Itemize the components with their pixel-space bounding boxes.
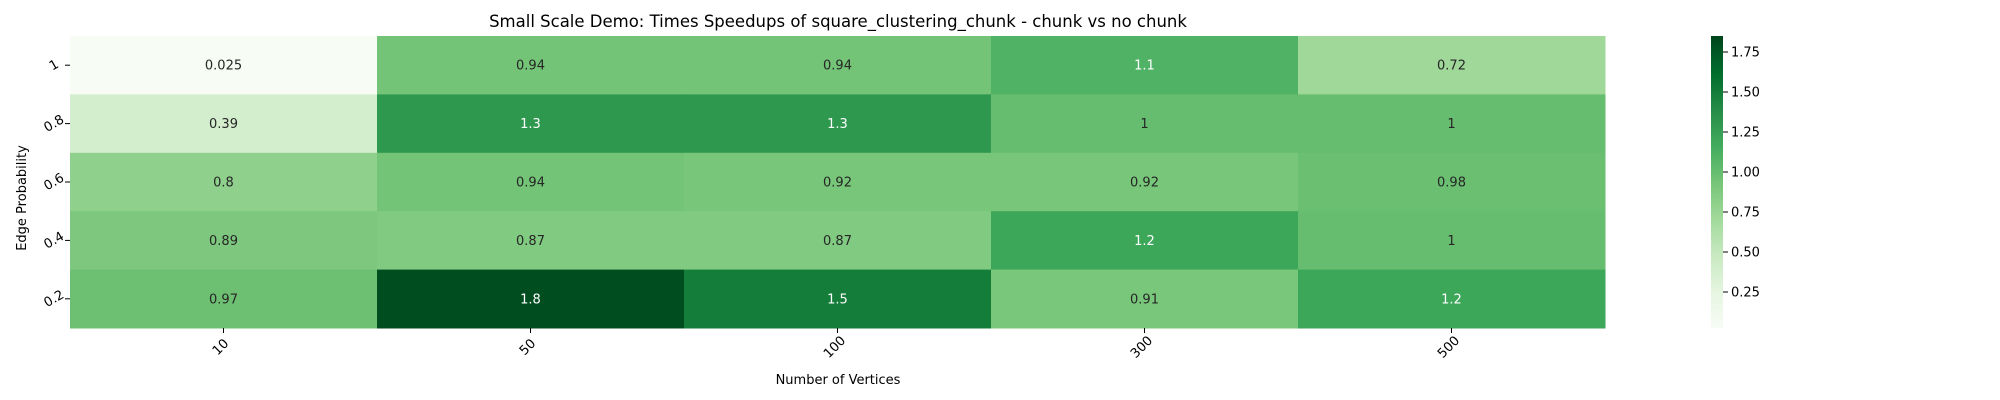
- cell-value-label: 0.89: [209, 234, 238, 249]
- heatmap-cell: [684, 94, 992, 154]
- cell-value-label: 0.39: [209, 117, 238, 132]
- cell-value-label: 0.8: [213, 176, 234, 191]
- colorbar-tick-label: 0.25: [1731, 286, 1760, 301]
- x-axis-ticks: 10 50 100 300 500: [210, 328, 1463, 362]
- cell-value-label: 1: [1447, 117, 1455, 132]
- cell-value-label: 0.91: [1130, 292, 1159, 307]
- cell-value-label: 0.72: [1437, 59, 1466, 74]
- cell-value-label: 1.5: [827, 292, 848, 307]
- x-tick-label: 50: [517, 336, 539, 358]
- x-tick-label: 100: [821, 333, 849, 361]
- heatmap-cell: [377, 36, 685, 95]
- x-tick-label: 300: [1128, 333, 1156, 361]
- colorbar-tick-label: 1.25: [1731, 126, 1760, 141]
- cell-value-label: 0.92: [1130, 176, 1159, 191]
- heatmap-cell: [377, 269, 685, 329]
- heatmap-cell-labels: 0.025 0.94 0.94 1.1 0.72 0.39 1.3 1.3 1 1 0.8 0.94 0…: [205, 59, 1466, 308]
- heatmap-cell: [684, 269, 992, 329]
- cell-value-label: 1.3: [827, 117, 848, 132]
- heatmap-cell: [377, 152, 685, 212]
- y-axis-ticks: 1 0.8 0.6 0.4 0.2: [42, 57, 70, 311]
- cell-value-label: 0.94: [823, 59, 852, 74]
- heatmap-cell: [70, 94, 378, 154]
- colorbar-tick-label: 0.50: [1731, 246, 1760, 261]
- cell-value-label: 0.87: [823, 234, 852, 249]
- colorbar-ticks: 0.25 0.50 0.75 1.00 1.25 1.50 1.75: [1723, 46, 1760, 301]
- cell-value-label: 0.025: [205, 59, 242, 74]
- heatmap-cell: [684, 152, 992, 212]
- heatmap-cell: [1298, 211, 1606, 271]
- heatmap-cell: [377, 94, 685, 154]
- colorbar-tick-label: 1.75: [1731, 46, 1760, 61]
- chart-title: Small Scale Demo: Times Speedups of squa…: [489, 12, 1187, 32]
- y-tick-label: 0.4: [42, 229, 67, 252]
- y-tick-label: 0.2: [42, 288, 67, 311]
- heatmap-cell: [1298, 36, 1606, 95]
- cell-value-label: 1.3: [520, 117, 541, 132]
- cell-value-label: 0.94: [516, 59, 545, 74]
- heatmap-cell: [377, 211, 685, 271]
- heatmap-cell: [684, 36, 992, 95]
- heatmap-cell: [70, 269, 378, 329]
- cell-value-label: 0.98: [1437, 176, 1466, 191]
- heatmap-cell: [991, 94, 1299, 154]
- heatmap-cell: [70, 152, 378, 212]
- cell-value-label: 0.87: [516, 234, 545, 249]
- heatmap-cell: [991, 211, 1299, 271]
- heatmap-cell: [684, 211, 992, 271]
- cell-value-label: 1: [1447, 234, 1455, 249]
- heatmap-cell: [991, 36, 1299, 95]
- heatmap-cell: [991, 269, 1299, 329]
- cell-value-label: 1: [1140, 117, 1148, 132]
- cell-value-label: 0.94: [516, 176, 545, 191]
- heatmap-cell: [1298, 269, 1606, 329]
- heatmap-cell: [70, 211, 378, 271]
- y-tick-label: 0.8: [42, 112, 67, 135]
- heatmap-cell: [1298, 94, 1606, 154]
- colorbar-tick-label: 1.50: [1731, 86, 1760, 101]
- cell-value-label: 1.2: [1441, 292, 1462, 307]
- heatmap-cell: [70, 36, 378, 95]
- x-axis-label: Number of Vertices: [776, 373, 901, 388]
- colorbar-tick-label: 1.00: [1731, 166, 1760, 181]
- heatmap-cells: [70, 36, 1606, 329]
- y-tick-label: 0.6: [42, 171, 67, 194]
- cell-value-label: 1.8: [520, 292, 541, 307]
- cell-value-label: 0.97: [209, 292, 238, 307]
- cell-value-label: 1.2: [1134, 234, 1155, 249]
- y-axis-label: Edge Probability: [15, 145, 30, 251]
- heatmap-cell: [991, 152, 1299, 212]
- x-tick-label: 500: [1435, 333, 1463, 361]
- cell-value-label: 1.1: [1134, 59, 1155, 74]
- x-tick-label: 10: [210, 336, 232, 358]
- y-tick-label: 1: [47, 57, 62, 74]
- colorbar: [1711, 36, 1723, 328]
- cell-value-label: 0.92: [823, 176, 852, 191]
- colorbar-tick-label: 0.75: [1731, 206, 1760, 221]
- heatmap-cell: [1298, 152, 1606, 212]
